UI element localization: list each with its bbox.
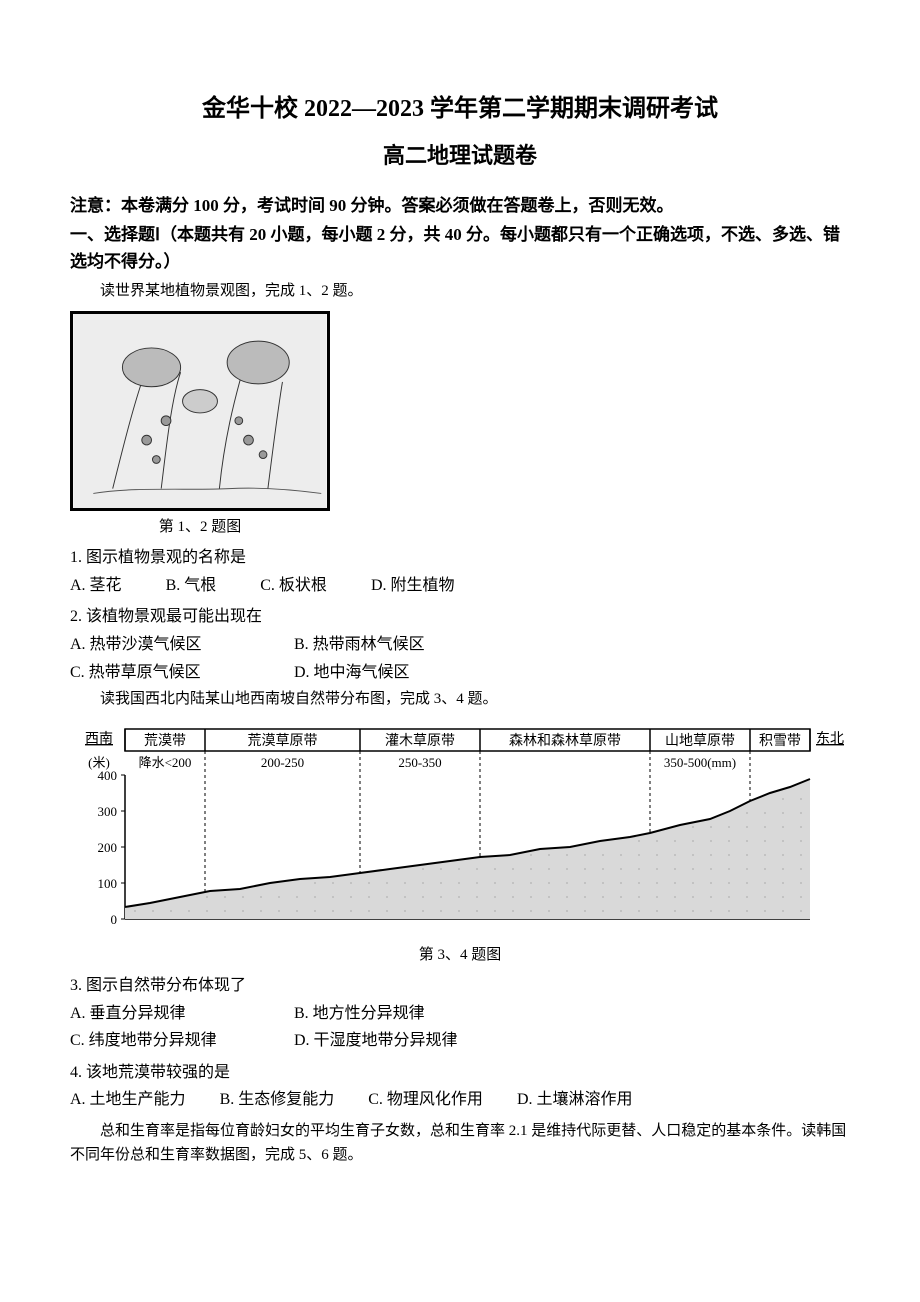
q1-opt-d: D. 附生植物	[371, 573, 455, 599]
svg-text:400: 400	[98, 768, 118, 783]
figure-1-image	[70, 311, 330, 511]
svg-text:200-250: 200-250	[261, 755, 304, 770]
exam-title-main: 金华十校 2022—2023 学年第二学期期末调研考试	[70, 90, 850, 128]
q4-opt-d: D. 土壤淋溶作用	[517, 1087, 633, 1113]
q4-opt-a: A. 土地生产能力	[70, 1087, 186, 1113]
q2-opt-b: B. 热带雨林气候区	[294, 632, 514, 658]
svg-text:300: 300	[98, 804, 118, 819]
svg-text:荒漠草原带: 荒漠草原带	[248, 733, 318, 749]
svg-text:森林和森林草原带: 森林和森林草原带	[509, 733, 621, 749]
svg-text:西南: 西南	[85, 731, 113, 747]
q1-opt-b: B. 气根	[166, 573, 217, 599]
svg-text:350-500(mm): 350-500(mm)	[664, 755, 736, 770]
q1-stem: 1. 图示植物景观的名称是	[70, 545, 850, 571]
q3-opt-a: A. 垂直分异规律	[70, 1001, 290, 1027]
section-1-header: 一、选择题Ⅰ（本题共有 20 小题，每小题 2 分，共 40 分。每小题都只有一…	[70, 221, 850, 275]
q2-opt-c: C. 热带草原气候区	[70, 660, 290, 686]
figure-2-caption: 第 3、4 题图	[70, 943, 850, 967]
q3-options-row2: C. 纬度地带分异规律 D. 干湿度地带分异规律	[70, 1028, 850, 1054]
exam-notice: 注意：本卷满分 100 分，考试时间 90 分钟。答案必须做在答题卷上，否则无效…	[70, 192, 850, 219]
q1-options: A. 茎花 B. 气根 C. 板状根 D. 附生植物	[70, 573, 850, 599]
svg-text:200: 200	[98, 840, 118, 855]
svg-text:降水<200: 降水<200	[139, 755, 192, 770]
q4-stem: 4. 该地荒漠带较强的是	[70, 1060, 850, 1086]
q1-opt-a: A. 茎花	[70, 573, 122, 599]
svg-text:灌木草原带: 灌木草原带	[385, 733, 455, 749]
q3-opt-c: C. 纬度地带分异规律	[70, 1028, 290, 1054]
svg-text:荒漠带: 荒漠带	[144, 733, 186, 749]
figure-1-caption: 第 1、2 题图	[70, 515, 330, 539]
q2-options-row1: A. 热带沙漠气候区 B. 热带雨林气候区	[70, 632, 850, 658]
figure-1-container: 第 1、2 题图	[70, 311, 330, 539]
svg-text:100: 100	[98, 876, 118, 891]
svg-text:积雪带: 积雪带	[759, 733, 801, 749]
svg-text:0: 0	[111, 912, 118, 927]
figure-2-container: 荒漠带 荒漠草原带 灌木草原带 森林和森林草原带 山地草原带 积雪带降水<200 200-2…	[70, 719, 850, 967]
q3-opt-d: D. 干湿度地带分异规律	[294, 1028, 514, 1054]
q3-opt-b: B. 地方性分异规律	[294, 1001, 514, 1027]
fig1-prompt: 读世界某地植物景观图，完成 1、2 题。	[70, 279, 850, 303]
figure-2-svg: 荒漠带 荒漠草原带 灌木草原带 森林和森林草原带 山地草原带 积雪带降水<200 200-2…	[70, 719, 850, 939]
q2-options-row2: C. 热带草原气候区 D. 地中海气候区	[70, 660, 850, 686]
q2-opt-a: A. 热带沙漠气候区	[70, 632, 290, 658]
q1-opt-c: C. 板状根	[260, 573, 327, 599]
fig2-prompt: 读我国西北内陆某山地西南坡自然带分布图，完成 3、4 题。	[70, 687, 850, 711]
svg-text:山地草原带: 山地草原带	[665, 733, 735, 749]
exam-title-sub: 高二地理试题卷	[70, 138, 850, 173]
q2-stem: 2. 该植物景观最可能出现在	[70, 604, 850, 630]
q2-opt-d: D. 地中海气候区	[294, 660, 514, 686]
plant-sketch-svg	[73, 314, 327, 508]
q4-options: A. 土地生产能力 B. 生态修复能力 C. 物理风化作用 D. 土壤淋溶作用	[70, 1087, 850, 1113]
svg-text:250-350: 250-350	[398, 755, 441, 770]
q3-options-row1: A. 垂直分异规律 B. 地方性分异规律	[70, 1001, 850, 1027]
svg-text:东北: 东北	[816, 731, 844, 747]
q3-stem: 3. 图示自然带分布体现了	[70, 973, 850, 999]
q5-intro-text: 总和生育率是指每位育龄妇女的平均生育子女数，总和生育率 2.1 是维持代际更替、…	[70, 1119, 850, 1167]
q4-opt-c: C. 物理风化作用	[368, 1087, 483, 1113]
q4-opt-b: B. 生态修复能力	[220, 1087, 335, 1113]
